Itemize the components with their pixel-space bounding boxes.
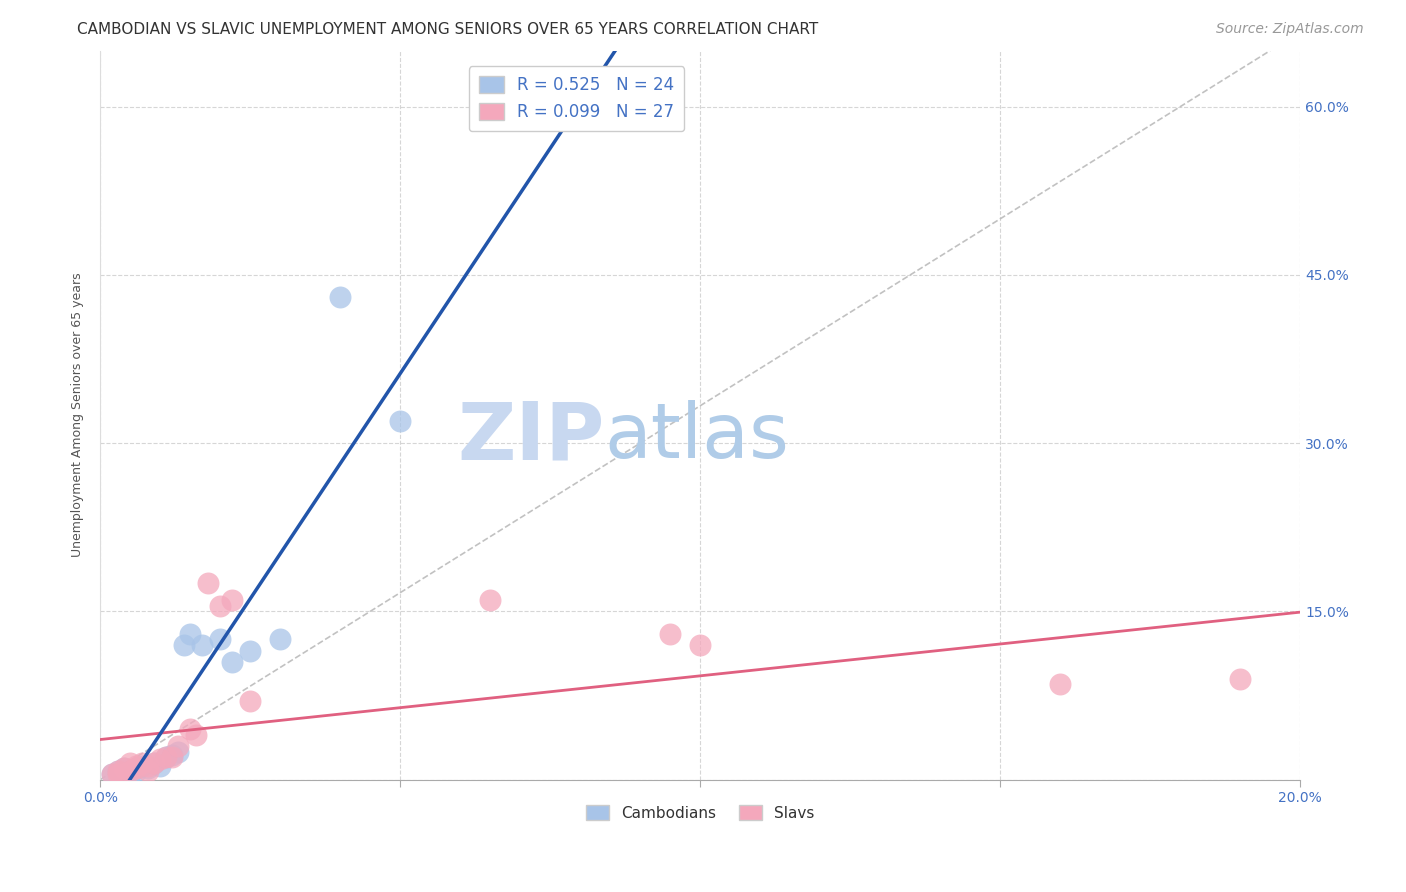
Point xyxy=(659,627,682,641)
Point xyxy=(101,767,124,781)
Y-axis label: Unemployment Among Seniors over 65 years: Unemployment Among Seniors over 65 years xyxy=(72,273,84,558)
Point xyxy=(209,632,232,647)
Point xyxy=(120,767,142,781)
Point xyxy=(107,764,129,778)
Point xyxy=(125,761,148,775)
Point xyxy=(160,750,183,764)
Point xyxy=(160,747,183,762)
Point xyxy=(143,756,166,770)
Point xyxy=(143,756,166,770)
Point xyxy=(197,576,219,591)
Point xyxy=(179,627,201,641)
Point xyxy=(125,759,148,773)
Point xyxy=(239,643,262,657)
Text: atlas: atlas xyxy=(605,400,789,474)
Point xyxy=(1049,677,1071,691)
Point xyxy=(131,759,153,773)
Point xyxy=(120,764,142,778)
Point xyxy=(112,767,135,781)
Point xyxy=(479,593,502,607)
Point xyxy=(389,414,412,428)
Point xyxy=(155,750,177,764)
Point xyxy=(186,728,208,742)
Point xyxy=(221,593,243,607)
Point xyxy=(239,694,262,708)
Point xyxy=(191,638,214,652)
Point xyxy=(101,767,124,781)
Point xyxy=(112,761,135,775)
Text: Source: ZipAtlas.com: Source: ZipAtlas.com xyxy=(1216,22,1364,37)
Point xyxy=(149,752,172,766)
Point xyxy=(179,722,201,736)
Point xyxy=(1229,672,1251,686)
Point xyxy=(107,767,129,781)
Point xyxy=(167,745,190,759)
Point xyxy=(112,761,135,775)
Text: CAMBODIAN VS SLAVIC UNEMPLOYMENT AMONG SENIORS OVER 65 YEARS CORRELATION CHART: CAMBODIAN VS SLAVIC UNEMPLOYMENT AMONG S… xyxy=(77,22,818,37)
Point xyxy=(173,638,195,652)
Point xyxy=(125,764,148,778)
Point xyxy=(125,761,148,775)
Legend: Cambodians, Slavs: Cambodians, Slavs xyxy=(579,798,821,827)
Point xyxy=(107,764,129,778)
Point xyxy=(136,759,159,773)
Point xyxy=(131,756,153,770)
Text: ZIP: ZIP xyxy=(457,398,605,476)
Point xyxy=(689,638,711,652)
Point xyxy=(136,764,159,778)
Point xyxy=(167,739,190,753)
Point xyxy=(155,750,177,764)
Point xyxy=(269,632,291,647)
Point xyxy=(221,655,243,669)
Point xyxy=(136,761,159,775)
Point xyxy=(329,290,352,304)
Point xyxy=(120,756,142,770)
Point xyxy=(209,599,232,613)
Point xyxy=(120,764,142,778)
Point xyxy=(149,759,172,773)
